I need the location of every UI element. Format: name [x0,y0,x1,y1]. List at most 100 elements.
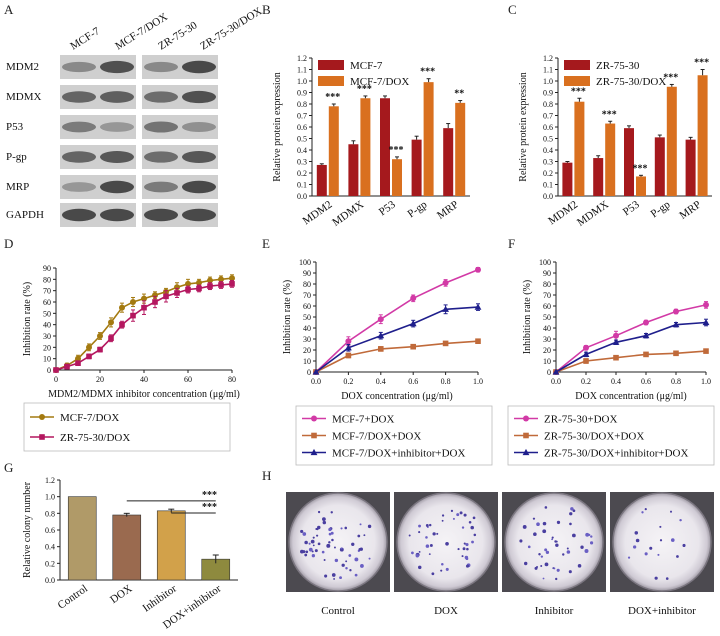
colony-dot [425,536,428,539]
colony-dot [654,576,658,580]
colony-dot [584,549,589,554]
colony-dot [551,538,554,541]
blot-band [100,208,134,222]
y-tick-label: 80 [43,275,51,284]
colony-dot [572,533,576,538]
blot-band [144,121,178,133]
colony-dot [330,531,334,535]
panel-b-chart: B 0.0 0.1 0.2 0.3 0.4 0.5 0.6 0.7 0.8 0.9 1.0 1.1 1.… [262,2,470,229]
row-label: GAPDH [6,209,44,221]
colony-dot [428,523,432,527]
colony-dot [441,519,444,522]
blot-band [100,122,134,132]
legend-box [23,402,231,452]
x-tick-label: 0.2 [343,377,353,386]
panel-a-letter: A [4,2,14,17]
significance-label: ** [454,89,464,100]
colony-dot [425,544,430,548]
colony-dot [679,518,682,522]
x-tick-label: 0.6 [408,377,418,386]
lane-label: MCF-7 [68,25,102,53]
data-point [39,414,45,420]
significance-label: *** [202,490,217,501]
legend-label: ZR-75-30/DOX+DOX [544,431,644,443]
y-tick-label: 90 [43,264,51,273]
series-line [315,340,479,373]
legend-label: ZR-75-30 [596,60,640,72]
blot-band [182,180,216,194]
colony-dot [354,573,358,577]
colony-dot [359,523,362,526]
blot-band [182,60,216,74]
bar [455,102,466,196]
x-tick-label: 80 [228,375,236,384]
colony-dot [682,543,686,547]
colony-dot [627,556,631,559]
data-point [75,360,81,366]
colony-dot [440,569,443,572]
colony-dot [463,542,466,545]
y-tick-label: 0.1 [297,181,307,190]
colony-dot [333,546,336,549]
colony-dot [368,557,371,560]
lane-label: ZR-75-30/DOX [198,5,264,52]
colony-dot [463,513,467,517]
blot-band [144,181,178,193]
colony-dot [322,520,327,525]
blot-band [182,151,216,163]
category-label: P53 [621,198,642,218]
colony-dot [644,508,647,511]
data-point [552,368,560,375]
data-point [196,285,202,292]
data-point [583,344,589,351]
y-tick-label: 0.6 [543,123,553,132]
y-tick-label: 1.2 [297,54,307,63]
series-line [555,321,707,373]
blot-band [62,121,96,133]
y-tick-label: 10 [303,357,311,366]
colony-dot [418,531,421,534]
panel-h-letter: H [262,468,271,483]
colony-dot [351,542,355,546]
colony-dot [472,516,476,520]
colony-dot [555,577,558,581]
data-point [86,353,92,360]
data-point [523,432,529,439]
legend-label: ZR-75-30/DOX+inhibitor+DOX [544,448,688,460]
colony-dot [321,550,325,554]
row-label: P-gp [6,151,27,163]
colony-dot [556,520,561,525]
data-point [218,282,224,288]
panel-g-chart: G 0.0 0.2 0.4 0.6 0.8 1.0 1.2 Relative colony n… [4,460,238,631]
data-point [39,434,45,440]
y-tick-label: 90 [303,269,311,278]
colony-dot [555,543,559,547]
colony-dot [540,555,544,558]
bar [624,128,634,196]
bar [380,98,390,196]
colony-dot [649,546,653,550]
y-tick-label: 0.2 [543,169,553,178]
legend-box [295,405,493,466]
dish-label: Inhibitor [535,605,574,617]
y-tick-label: 30 [43,332,51,341]
data-point [174,290,180,296]
dish-label: DOX+inhibitor [628,605,696,617]
blot-band [100,91,134,103]
colony-dot [348,554,352,557]
colony-dot [345,560,348,563]
data-point [643,351,649,358]
data-point [612,338,620,345]
data-point [163,293,169,300]
data-point [410,295,417,302]
legend-label: ZR-75-30/DOX [60,432,130,444]
row-label: MRP [6,181,29,193]
colony-dot [310,539,315,544]
colony-dot [670,538,675,542]
legend-label: ZR-75-30+DOX [544,414,617,426]
colony-dot [570,507,574,511]
colony-dot [527,545,531,549]
colony-dot [452,517,455,520]
colony-dot [470,525,474,530]
